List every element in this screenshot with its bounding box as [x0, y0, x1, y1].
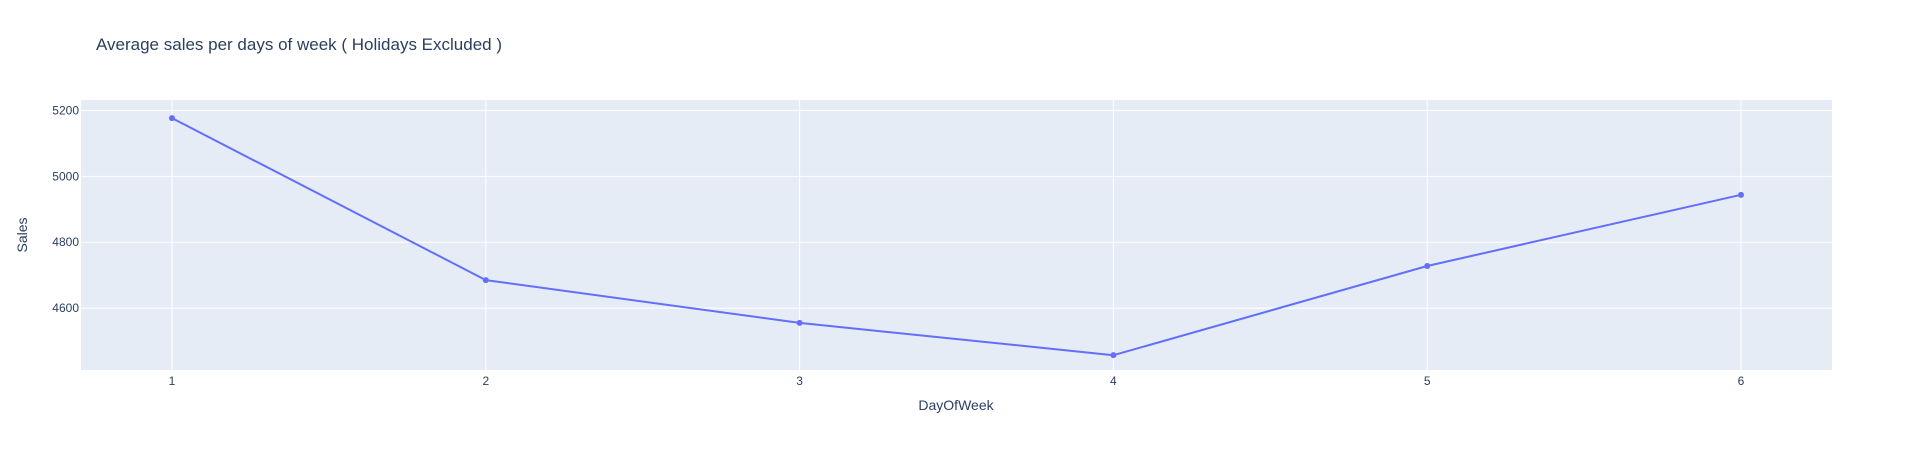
data-point[interactable] [796, 319, 803, 326]
grid-lines [81, 100, 1832, 370]
x-tick-label: 6 [1738, 374, 1745, 388]
data-point[interactable] [1424, 262, 1431, 269]
x-tick-label: 3 [796, 374, 803, 388]
series-line [171, 117, 1742, 357]
x-tick-label: 5 [1424, 374, 1431, 388]
x-tick-label: 2 [482, 374, 489, 388]
y-tick-label: 4800 [52, 235, 79, 249]
series-layer [169, 115, 1744, 359]
data-point[interactable] [482, 277, 489, 284]
y-tick-label: 5200 [52, 104, 79, 118]
y-axis-title: Sales [14, 217, 30, 252]
chart-title: Average sales per days of week ( Holiday… [96, 35, 502, 54]
y-tick-labels: 4600 4800 5000 5200 [52, 104, 79, 316]
x-axis-title: DayOfWeek [918, 397, 994, 413]
plot-area [81, 100, 1832, 370]
y-tick-label: 5000 [52, 169, 79, 183]
data-point[interactable] [169, 115, 176, 122]
x-tick-label: 4 [1110, 374, 1117, 388]
data-point[interactable] [1110, 352, 1117, 359]
data-point[interactable] [1737, 191, 1744, 198]
y-tick-label: 4600 [52, 301, 79, 315]
x-tick-labels: 1 2 3 4 5 6 [169, 374, 1745, 388]
x-tick-label: 1 [169, 374, 176, 388]
